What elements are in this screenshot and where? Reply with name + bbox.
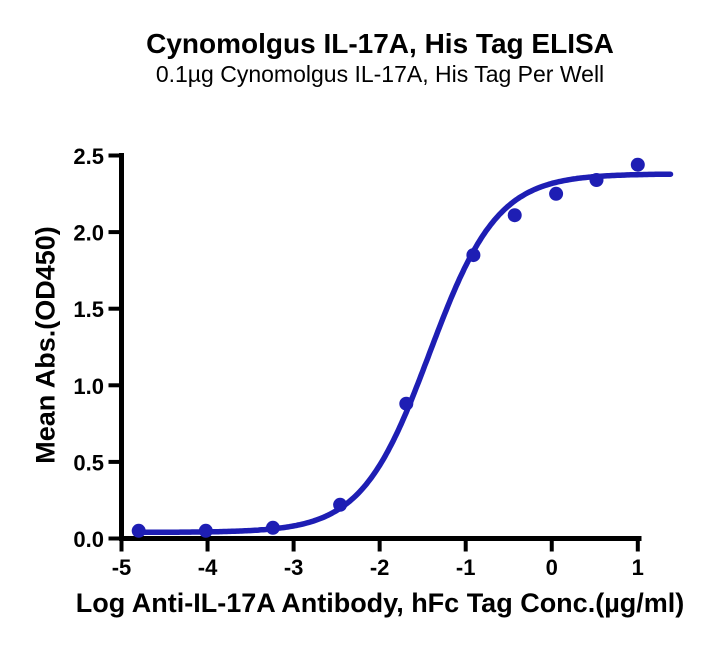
- data-point: [333, 497, 348, 512]
- x-tick-label: 0: [546, 555, 558, 580]
- x-axis-label: Log Anti-IL-17A Antibody, hFc Tag Conc.(…: [75, 588, 685, 618]
- data-point: [589, 173, 604, 187]
- x-tick-label: -4: [198, 555, 218, 580]
- data-point: [466, 248, 481, 263]
- y-axis-label: Mean Abs.(OD450): [30, 226, 61, 464]
- y-tick-label: 1.5: [73, 297, 104, 322]
- x-tick-label: -2: [370, 555, 390, 580]
- chart-subtitle: 0.1µg Cynomolgus IL-17A, His Tag Per Wel…: [155, 61, 605, 87]
- y-tick-label: 2.5: [73, 144, 104, 169]
- data-point: [131, 523, 146, 538]
- y-tick-label: 0.0: [73, 527, 104, 552]
- data-point: [507, 208, 522, 223]
- data-point: [399, 396, 414, 411]
- data-point: [198, 523, 213, 538]
- data-point: [265, 520, 280, 535]
- x-tick-label: -3: [284, 555, 304, 580]
- fit-curve: [135, 171, 674, 536]
- data-point: [630, 157, 645, 172]
- chart-title: Cynomolgus IL-17A, His Tag ELISA: [146, 28, 614, 59]
- x-tick-label: 1: [632, 555, 644, 580]
- data-point: [549, 186, 564, 201]
- y-tick-label: 2.0: [73, 221, 104, 246]
- x-tick-label: -5: [112, 555, 132, 580]
- y-tick-label: 0.5: [73, 450, 104, 475]
- x-tick-label: -1: [456, 555, 476, 580]
- y-tick-label: 1.0: [73, 374, 104, 399]
